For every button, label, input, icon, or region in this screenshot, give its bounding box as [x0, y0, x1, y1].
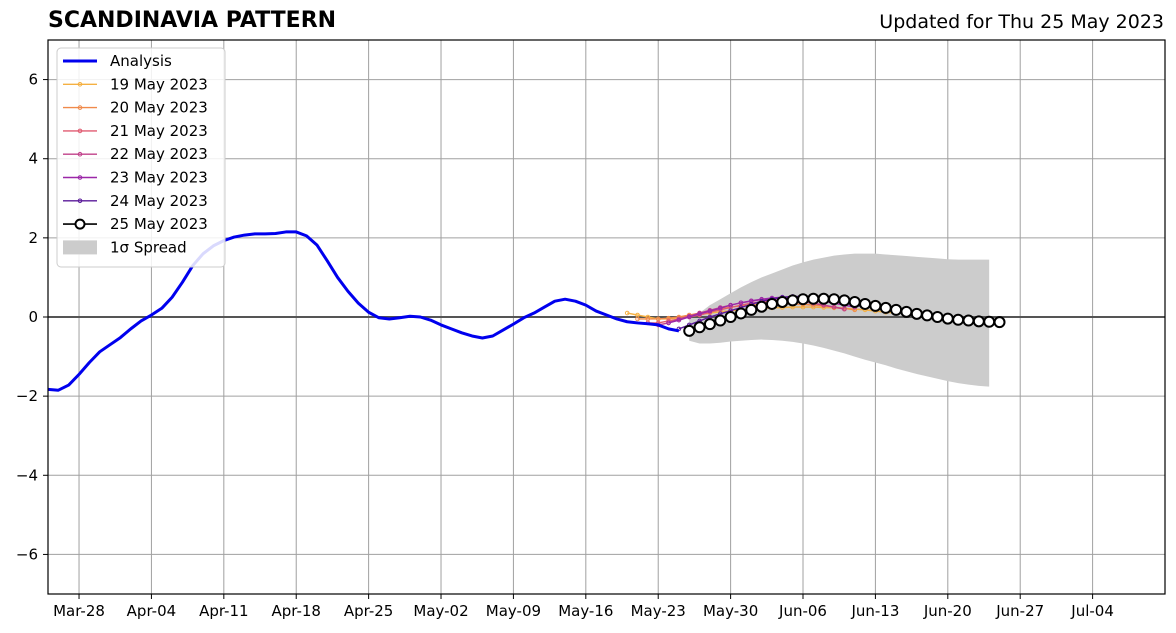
analysis-line — [47, 230, 680, 392]
x-tick-label: May-02 — [413, 602, 468, 620]
y-tick-label: 2 — [28, 229, 38, 247]
forecast-marker — [807, 292, 820, 305]
forecast-marker — [666, 320, 671, 326]
legend-label-forecast: 20 May 2023 — [110, 99, 208, 117]
forecast-marker — [869, 299, 882, 312]
legend-label-forecast: 22 May 2023 — [110, 145, 208, 163]
forecast-marker — [828, 293, 841, 306]
series-layer — [47, 230, 1006, 392]
forecast-marker — [972, 315, 985, 328]
forecast-marker — [983, 315, 996, 328]
forecast-marker — [859, 297, 872, 310]
forecast-marker — [724, 311, 737, 323]
legend-marker-forecast — [77, 128, 83, 134]
forecast-marker — [921, 309, 934, 322]
legend-label-forecast: 24 May 2023 — [110, 192, 208, 210]
forecast-marker — [941, 312, 954, 325]
x-tick-label: Jun-13 — [850, 602, 899, 620]
legend-marker-forecast — [77, 198, 83, 204]
forecast-marker — [703, 318, 716, 331]
legend-swatch-spread — [63, 240, 97, 255]
legend-marker-forecast — [74, 218, 86, 230]
forecast-marker — [738, 300, 744, 306]
forecast-marker — [728, 302, 733, 308]
legend-marker-forecast — [77, 151, 83, 157]
forecast-marker — [693, 321, 706, 334]
legend-box — [56, 47, 226, 268]
forecast-marker — [890, 303, 903, 316]
x-tick-label: Apr-11 — [199, 602, 249, 620]
chart-updated-date: Updated for Thu 25 May 2023 — [879, 11, 1164, 33]
y-tick-label: −4 — [16, 466, 38, 484]
forecast-marker — [714, 314, 727, 327]
forecast-marker — [765, 297, 778, 310]
forecast-marker — [697, 311, 702, 317]
legend-marker-forecast — [77, 175, 83, 180]
x-tick-label: Jun-06 — [778, 602, 827, 620]
forecast-marker — [910, 307, 923, 320]
forecast-marker — [776, 295, 789, 308]
y-tick-label: 4 — [28, 150, 38, 168]
forecast-marker — [786, 294, 799, 307]
legend-label-forecast: 21 May 2023 — [110, 122, 208, 140]
forecast-marker — [800, 304, 806, 310]
chart-title: SCANDINAVIA PATTERN — [48, 8, 337, 33]
legend-label-analysis: Analysis — [110, 52, 172, 70]
forecast-marker — [797, 293, 810, 306]
forecast-marker — [852, 307, 858, 313]
forecast-marker — [745, 303, 758, 316]
x-tick-label: Mar-28 — [53, 602, 105, 620]
legend-marker-forecast — [77, 82, 83, 87]
x-tick-label: Jun-27 — [995, 602, 1044, 620]
forecast-marker — [879, 301, 892, 314]
forecast-marker — [624, 310, 630, 316]
forecast-marker — [755, 300, 768, 313]
forecast-marker — [683, 324, 696, 337]
forecast-marker — [734, 307, 747, 320]
x-tick-label: May-23 — [631, 602, 686, 620]
y-tick-label: 6 — [28, 71, 38, 89]
legend-label-spread: 1σ Spread — [110, 238, 187, 256]
forecast-marker — [838, 294, 851, 307]
forecast-marker — [686, 314, 692, 320]
forecast-marker — [993, 316, 1006, 329]
legend-label-forecast: 23 May 2023 — [110, 169, 208, 187]
forecast-marker — [817, 292, 830, 305]
spread-band — [689, 253, 990, 387]
forecast-marker — [717, 305, 723, 311]
legend: Analysis 19 May 2023 20 May 2023 21 May 202… — [56, 47, 226, 268]
forecast-marker — [931, 311, 944, 323]
spread-band-layer — [689, 253, 990, 387]
x-tick-label: Apr-25 — [344, 602, 394, 620]
y-tick-label: −6 — [16, 545, 38, 563]
forecast-marker — [676, 317, 682, 323]
forecast-marker — [848, 295, 861, 308]
axes: −6 −4 −2 0 2 4 6 Mar-28 Apr-04 Apr-11 Apr-18 Apr-25… — [16, 39, 1166, 620]
y-tick-label: 0 — [28, 308, 38, 326]
forecast-marker — [900, 305, 913, 318]
forecast-marker — [952, 313, 965, 326]
x-tick-label: May-09 — [486, 602, 541, 620]
x-tick-label: Apr-18 — [271, 602, 321, 620]
y-tick-label: −2 — [16, 387, 38, 405]
legend-label-forecast: 25 May 2023 — [110, 215, 208, 233]
x-tick-label: Jun-20 — [923, 602, 972, 620]
forecast-marker — [666, 315, 671, 321]
x-tick-label: May-16 — [558, 602, 613, 620]
forecast-marker — [962, 314, 975, 327]
x-tick-label: Apr-04 — [127, 602, 177, 620]
forecast-marker — [635, 316, 640, 322]
legend-marker-forecast — [77, 105, 83, 110]
x-tick-label: Jul-04 — [1070, 602, 1114, 620]
x-tick-label: May-30 — [703, 602, 758, 620]
legend-label-forecast: 19 May 2023 — [110, 75, 208, 93]
forecast-marker — [707, 308, 713, 314]
